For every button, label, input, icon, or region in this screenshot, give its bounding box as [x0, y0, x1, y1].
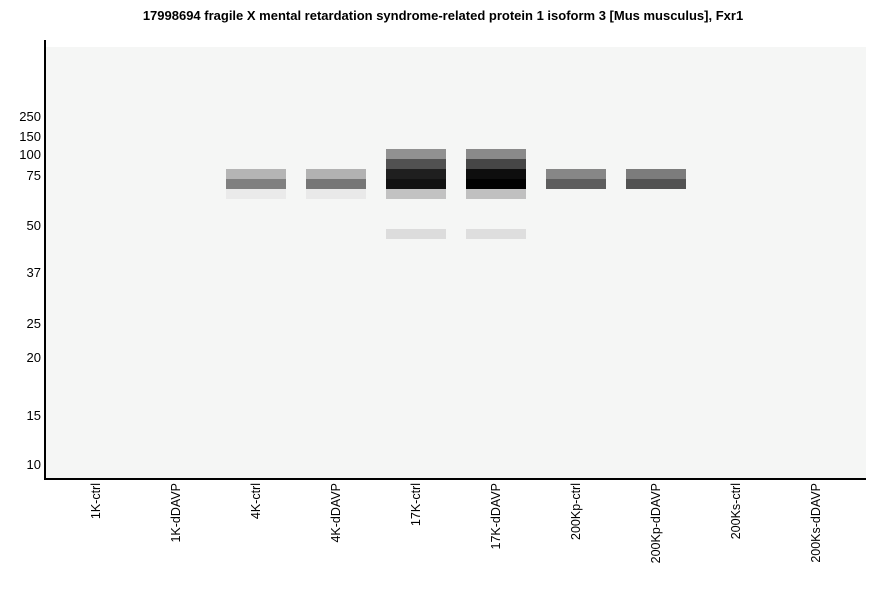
gel-band: [386, 149, 446, 159]
y-axis-tick-label: 150: [19, 129, 41, 144]
y-axis-tick-label: 75: [26, 168, 41, 183]
gel-band: [466, 189, 526, 199]
x-axis-label-4k-ddavp: 4K-dDAVP: [329, 483, 343, 543]
gel-band: [306, 169, 366, 179]
gel-band: [386, 169, 446, 179]
gel-band: [386, 189, 446, 199]
gel-band: [626, 169, 686, 179]
gel-band: [306, 189, 366, 199]
gel-band: [226, 179, 286, 189]
x-axis-label-17k-ctrl: 17K-ctrl: [409, 483, 423, 527]
gel-band: [466, 169, 526, 179]
x-axis-label-200kp-ddavp: 200Kp-dDAVP: [649, 483, 663, 564]
gel-band: [386, 229, 446, 239]
y-axis-tick-label: 10: [26, 457, 41, 472]
gel-band: [466, 159, 526, 169]
x-axis-line: [44, 478, 866, 480]
y-axis-tick-label: 25: [26, 316, 41, 331]
gel-plot-area: [46, 47, 866, 478]
gel-band: [466, 149, 526, 159]
x-axis-label-4k-ctrl: 4K-ctrl: [249, 483, 263, 520]
x-axis-label-200ks-ctrl: 200Ks-ctrl: [729, 483, 743, 540]
y-axis-tick-label: 250: [19, 109, 41, 124]
x-axis-label-1k-ctrl: 1K-ctrl: [89, 483, 103, 520]
gel-band: [626, 179, 686, 189]
gel-band: [386, 159, 446, 169]
y-axis-tick-label: 100: [19, 147, 41, 162]
gel-band: [226, 169, 286, 179]
y-axis-tick-label: 37: [26, 265, 41, 280]
x-axis-label-1k-ddavp: 1K-dDAVP: [169, 483, 183, 543]
y-axis-line: [44, 40, 46, 480]
gel-band: [466, 229, 526, 239]
y-axis-tick-label: 50: [26, 218, 41, 233]
x-axis-label-17k-ddavp: 17K-dDAVP: [489, 483, 503, 550]
gel-band: [466, 179, 526, 189]
gel-band: [546, 179, 606, 189]
gel-band: [386, 179, 446, 189]
gel-band: [546, 169, 606, 179]
gel-band: [226, 189, 286, 199]
y-axis-tick-label: 20: [26, 350, 41, 365]
x-axis-label-200kp-ctrl: 200Kp-ctrl: [569, 483, 583, 540]
y-axis-tick-label: 15: [26, 408, 41, 423]
figure-title: 17998694 fragile X mental retardation sy…: [142, 8, 744, 23]
gel-band: [306, 179, 366, 189]
x-axis-label-200ks-ddavp: 200Ks-dDAVP: [809, 483, 823, 563]
